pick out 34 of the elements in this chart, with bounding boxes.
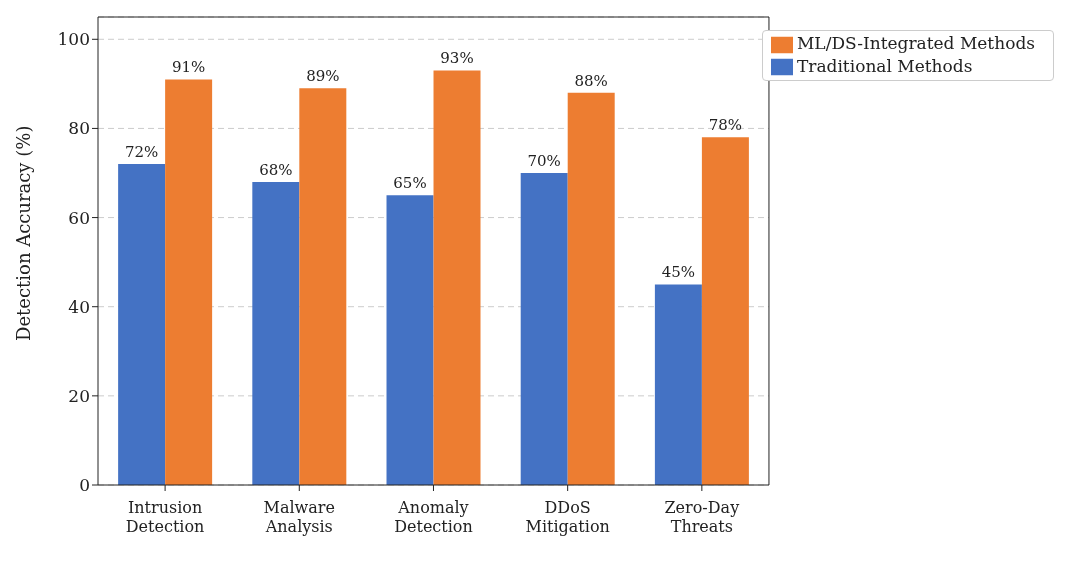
data-label: 72%	[124, 143, 159, 162]
bar	[299, 88, 347, 485]
data-label: 93%	[440, 49, 474, 68]
x-tick-label: DDoS Mitigation	[525, 498, 610, 536]
data-label: 70%	[527, 152, 561, 170]
data-label: 89%	[306, 67, 340, 86]
x-tick-label: Intrusion Detection	[125, 498, 205, 536]
bar	[252, 181, 300, 485]
bar	[433, 70, 481, 485]
x-tick-label: Zero-Day Threats	[664, 498, 740, 536]
bar	[386, 195, 434, 485]
y-tick-label: 40	[68, 296, 90, 317]
data-label: 78%	[708, 116, 743, 135]
y-tick-label: 100	[57, 29, 90, 50]
bar	[520, 173, 568, 485]
y-tick-label: 20	[68, 385, 90, 406]
data-label: 88%	[574, 71, 608, 90]
x-tick-label: Malware Analysis	[263, 498, 335, 536]
y-axis-title: Detection Accuracy (%)	[13, 125, 35, 341]
bar	[165, 79, 213, 485]
data-label: 45%	[661, 263, 696, 282]
legend-label: Traditional Methods	[796, 55, 973, 76]
bar	[701, 137, 749, 485]
y-tick-label: 60	[68, 207, 90, 228]
bar	[567, 92, 615, 485]
legend-label: ML/DS-Integrated Methods	[796, 33, 1035, 53]
data-label: 91%	[171, 58, 206, 77]
bar	[118, 164, 166, 485]
data-label: 65%	[393, 174, 427, 193]
y-tick-label: 80	[68, 118, 90, 139]
bar	[654, 284, 702, 485]
data-label: 68%	[259, 160, 293, 179]
y-tick-label: 0	[79, 475, 90, 496]
x-tick-label: Anomaly Detection	[394, 498, 473, 536]
